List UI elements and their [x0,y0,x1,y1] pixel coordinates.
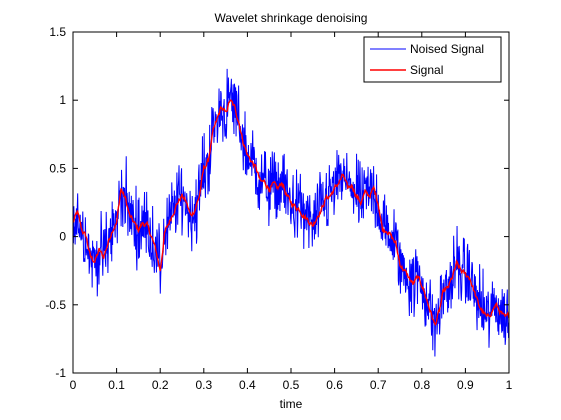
y-tick-label: -0.5 [45,298,66,312]
y-tick-label: 1 [59,93,66,107]
x-axis-label: time [280,397,303,411]
ticks-layer: 0 0.1 0.2 0.3 0.4 0.5 0.6 0.7 0.8 0.9 1 -1 -0.5 0 0.5 1… [45,25,512,392]
y-tick-label: -1 [55,366,66,380]
y-tick-label: 0.5 [49,161,66,175]
x-tick-label: 0.4 [239,378,256,392]
x-tick-label: 0.7 [370,378,387,392]
x-tick-label: 0.2 [152,378,169,392]
x-tick-label: 0.3 [195,378,212,392]
series-line-noised-signal [72,68,510,357]
x-tick-label: 0 [70,378,77,392]
legend-box [363,36,502,83]
x-tick-label: 0.6 [326,378,343,392]
x-tick-label: 0.1 [108,378,125,392]
legend-label-noised-signal: Noised Signal [410,42,484,56]
x-tick-label: 1 [506,378,513,392]
x-tick-label: 0.8 [413,378,430,392]
series-layer [72,68,510,357]
y-tick-label: 0 [59,230,66,244]
legend-label-signal: Signal [410,63,443,77]
x-tick-label: 0.5 [283,378,300,392]
chart-title: Wavelet shrinkage denoising [215,11,368,25]
series-line-signal [72,99,510,326]
y-tick-label: 1.5 [49,25,66,39]
legend: Noised Signal Signal [363,36,502,83]
x-tick-label: 0.9 [457,378,474,392]
